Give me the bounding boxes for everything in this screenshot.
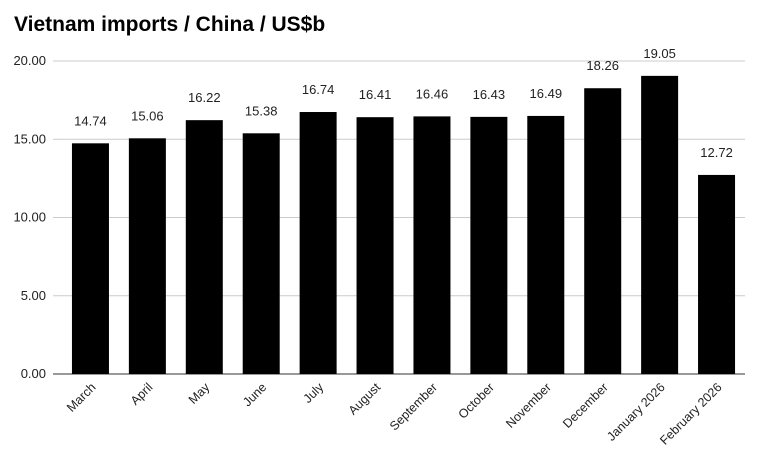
x-tick-label: October [456,380,497,421]
x-tick-label: August [346,380,384,418]
data-label: 16.22 [188,90,221,105]
data-label: 12.72 [700,145,733,160]
x-tick-label: September [387,380,440,433]
bar [527,115,565,374]
bar [242,133,280,374]
bar [299,112,337,375]
data-label: 16.46 [416,86,449,101]
data-label: 19.05 [643,46,676,61]
bar [470,116,508,375]
y-tick-label: 10.00 [13,210,46,225]
bar [641,75,679,375]
x-tick-label: May [186,380,213,407]
y-tick-label: 15.00 [13,131,46,146]
y-tick-label: 20.00 [13,53,46,68]
data-label: 14.74 [74,113,107,128]
bar [584,88,622,374]
data-label: 16.49 [530,86,563,101]
y-tick-label: 0.00 [21,366,46,381]
y-tick-label: 5.00 [21,288,46,303]
bar [185,120,223,374]
bar [71,143,109,374]
x-tick-label: November [503,380,554,431]
bar [698,174,736,374]
x-tick-label: July [301,380,327,406]
data-label: 15.06 [131,108,164,123]
data-label: 16.43 [473,87,506,102]
x-tick-label: March [64,380,98,414]
x-tick-label: June [240,380,269,409]
bar [356,117,394,374]
bar [128,138,166,374]
data-label: 16.74 [302,82,335,97]
data-label: 18.26 [586,58,619,73]
x-tick-label: January 2026 [604,380,667,443]
data-label: 16.41 [359,87,392,102]
x-tick-label: April [128,380,156,408]
bar [413,116,451,374]
data-label: 15.38 [245,103,278,118]
chart-title: Vietnam imports / China / US$b [14,13,326,36]
x-tick-label: December [560,380,611,431]
